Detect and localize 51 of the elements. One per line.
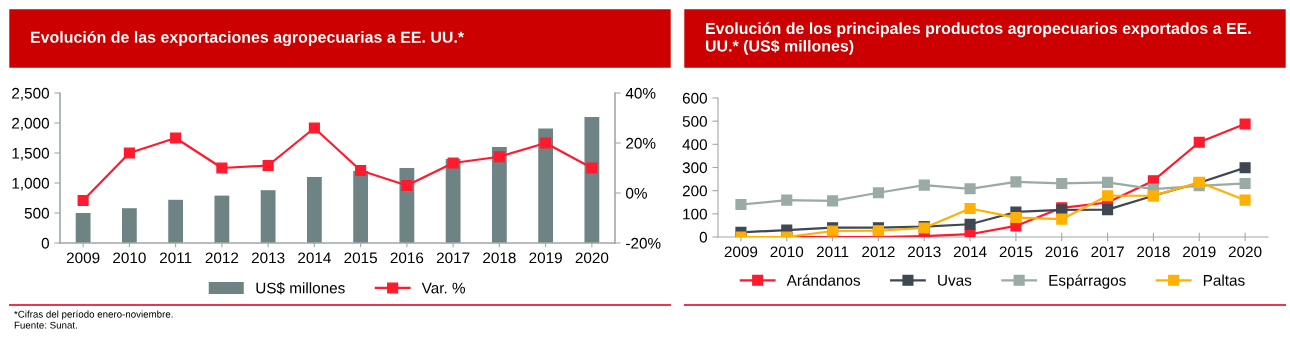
x-tick-label: 2018	[1137, 246, 1170, 258]
y-tick-label: 100	[683, 208, 707, 220]
x-tick-label: 2015	[999, 246, 1033, 258]
x-tick-label: 2019	[1183, 246, 1216, 258]
x-tick-label: 2020	[1228, 246, 1262, 258]
x-tick-label: 2014	[953, 246, 987, 258]
x-tick-label: 2017	[1091, 246, 1124, 258]
x-tick-label: 2013	[251, 252, 285, 264]
y-tick-label: 200	[682, 185, 707, 197]
x-tick-label: 2016	[390, 252, 424, 264]
y-tick-label: 1,000	[12, 177, 49, 191]
y-tick-label: 0	[699, 231, 707, 243]
text: *Cifras del período enero-noviembre.	[14, 310, 173, 320]
x-tick-label: 2010	[770, 246, 804, 258]
legend-label: Espárragos	[1049, 274, 1126, 289]
x-tick-label: 2010	[113, 252, 146, 264]
legend-label: Uvas	[938, 275, 972, 286]
chart-title: Evolución de las exportaciones agropecuarias a EE. UU.*	[31, 30, 465, 47]
x-tick-label: 2014	[298, 252, 331, 264]
y-tick-label: 500	[24, 207, 49, 219]
legend-label: Var. %	[421, 282, 466, 294]
y2-tick-label: 20%	[626, 137, 656, 149]
y-tick-label: 300	[682, 162, 707, 174]
x-tick-label: 2019	[529, 252, 562, 264]
y-tick-label: 2,500	[12, 87, 49, 101]
x-tick-label: 2012	[862, 246, 895, 258]
y2-tick-label: 40%	[625, 87, 656, 99]
source-note: Fuente: Sunat.	[14, 321, 77, 329]
x-tick-label: 2017	[436, 252, 470, 264]
x-tick-label: 2015	[344, 252, 377, 264]
x-tick-label: 2016	[1045, 246, 1079, 258]
y-tick-label: 500	[682, 116, 707, 127]
y2-tick-label: -20%	[626, 237, 661, 249]
x-tick-label: 2009	[724, 246, 758, 258]
legend-label: Arándanos	[786, 274, 861, 286]
x-tick-label: 2018	[483, 252, 516, 264]
y-tick-label: 400	[682, 139, 707, 151]
x-tick-label: 2012	[205, 252, 239, 264]
x-tick-label: 2020	[575, 252, 609, 264]
y-tick-label: 600	[682, 92, 707, 104]
legend-label: Paltas	[1203, 274, 1245, 286]
y-tick-label: 0	[41, 237, 49, 249]
legend-label: US$ millones	[256, 282, 345, 295]
x-tick-label: 2009	[66, 252, 100, 264]
y2-tick-label: 0%	[626, 187, 647, 199]
x-tick-label: 2011	[159, 252, 192, 264]
chart-title: Evolución de los principales productos agropecuarios exportados a EE. UU.* (US$ millones)	[705, 22, 1251, 55]
x-tick-label: 2013	[908, 246, 941, 258]
x-tick-label: 2011	[816, 246, 849, 258]
y-tick-label: 2,000	[12, 117, 49, 131]
y-tick-label: 1,500	[12, 147, 49, 161]
